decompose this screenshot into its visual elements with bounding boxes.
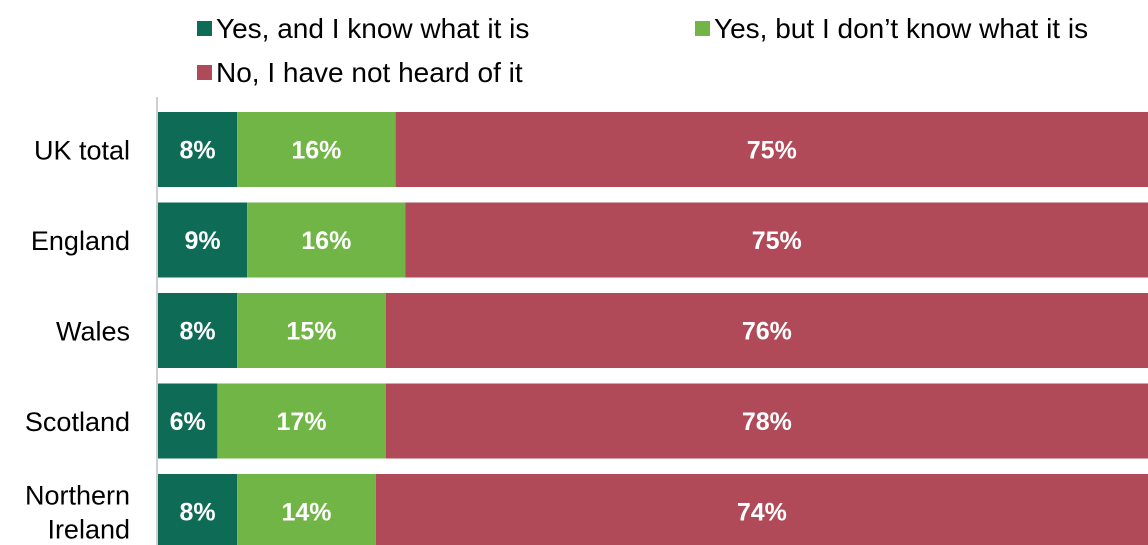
category-label-5: Northern Ireland bbox=[25, 481, 130, 545]
category-label-1: UK total bbox=[34, 136, 130, 166]
legend-label-2: Yes, but I don’t know what it is bbox=[714, 13, 1088, 44]
bar-4-series-3 bbox=[385, 383, 1148, 459]
data-label-3-series-3: 76% bbox=[742, 318, 792, 346]
data-label-2-series-2: 16% bbox=[301, 227, 351, 255]
legend-label-1: Yes, and I know what it is bbox=[216, 13, 529, 44]
bar-1-series-3 bbox=[395, 112, 1148, 187]
category-label-line: England bbox=[31, 226, 130, 256]
category-label-line: UK total bbox=[34, 136, 130, 166]
bar-2-series-2 bbox=[247, 202, 406, 278]
bar-3-series-1 bbox=[158, 293, 238, 368]
category-labels: UK total England Wales Scotland Northern Irel… bbox=[25, 136, 130, 545]
bar-2-series-1 bbox=[158, 202, 248, 278]
data-label-4-series-1: 6% bbox=[170, 408, 206, 436]
category-label-2: England bbox=[31, 226, 130, 256]
bar-5-series-1 bbox=[158, 474, 238, 545]
legend-swatch-2 bbox=[695, 21, 710, 36]
chart-legend: Yes, and I know what it is Yes, but I don… bbox=[197, 13, 1088, 88]
data-label-5-series-3: 74% bbox=[737, 499, 787, 527]
bar-1-series-2 bbox=[237, 112, 396, 187]
bar-1-series-1 bbox=[158, 112, 238, 187]
category-label-line: Scotland bbox=[25, 407, 130, 437]
data-label-2-series-3: 75% bbox=[752, 227, 802, 255]
data-label-5-series-2: 14% bbox=[281, 499, 331, 527]
bar-area: 8% 16% 75% 9% 16% 75% 8% 15% 76% 6% 17% 78% 8% 14% 74% bbox=[158, 112, 1148, 545]
bar-5-series-3 bbox=[375, 474, 1148, 545]
data-label-4-series-2: 17% bbox=[277, 408, 327, 436]
bar-2-series-3 bbox=[405, 202, 1148, 278]
data-label-1-series-2: 16% bbox=[291, 137, 341, 165]
category-label-line: Ireland bbox=[47, 515, 130, 545]
category-label-4: Scotland bbox=[25, 407, 130, 437]
data-label-1-series-1: 8% bbox=[180, 137, 216, 165]
legend-label-3: No, I have not heard of it bbox=[216, 57, 523, 88]
data-label-5-series-1: 8% bbox=[180, 499, 216, 527]
bar-5-series-2 bbox=[237, 474, 376, 545]
legend-swatch-3 bbox=[197, 65, 212, 80]
data-label-1-series-3: 75% bbox=[747, 137, 797, 165]
category-label-line: Wales bbox=[56, 317, 130, 347]
bar-3-series-2 bbox=[237, 293, 386, 368]
bar-3-series-3 bbox=[385, 293, 1148, 368]
data-label-3-series-1: 8% bbox=[180, 318, 216, 346]
data-label-4-series-3: 78% bbox=[742, 408, 792, 436]
bar-4-series-1 bbox=[158, 383, 218, 459]
bar-4-series-2 bbox=[217, 383, 386, 459]
data-label-3-series-2: 15% bbox=[286, 318, 336, 346]
data-label-2-series-1: 9% bbox=[184, 227, 220, 255]
category-label-3: Wales bbox=[56, 317, 130, 347]
legend-swatch-1 bbox=[197, 21, 212, 36]
category-label-line: Northern bbox=[25, 481, 130, 511]
